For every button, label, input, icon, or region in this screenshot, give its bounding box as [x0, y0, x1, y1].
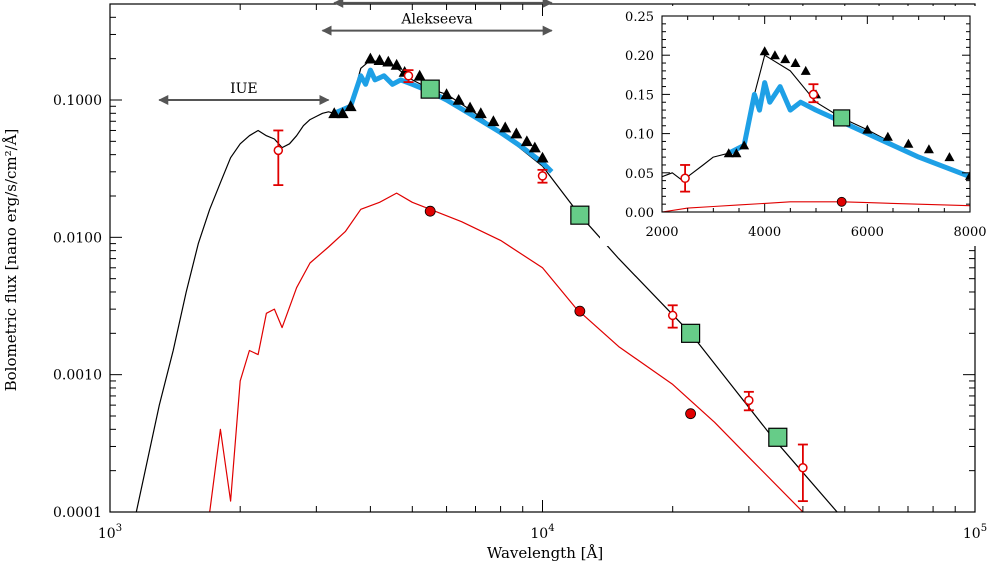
inset-y-tick-label: 0.20: [625, 49, 654, 64]
triangle-point: [440, 88, 453, 100]
x-tick-label: 103: [98, 523, 122, 542]
red-open-point: [744, 395, 754, 406]
red-open-point: [680, 173, 690, 184]
triangle-point: [382, 55, 395, 67]
inset-x-tick-label: 6000: [851, 225, 884, 240]
triangle-point: [328, 107, 341, 119]
red-filled-point: [836, 196, 847, 207]
range-label: IUE: [230, 81, 258, 97]
triangle-point: [800, 65, 811, 75]
series-line: [209, 192, 804, 512]
triangle-point: [499, 121, 512, 133]
red-filled-point: [574, 305, 586, 317]
inset-y-tick-label: 0.05: [625, 167, 654, 182]
green-square-point: [680, 323, 701, 343]
triangle-point: [882, 131, 893, 141]
triangle-point: [536, 151, 549, 163]
main-data-layer: [135, 52, 838, 512]
triangle-point: [731, 148, 742, 158]
y-tick-label: 0.0100: [53, 230, 102, 246]
y-tick-label: 0.1000: [53, 93, 102, 109]
inset-plot: 2000 4000 6000 8000 0.00 0.05 0.10 0.15 0.20 0.25: [600, 6, 987, 246]
triangle-point: [373, 54, 386, 65]
triangle-point: [944, 152, 955, 162]
inset-series-line: [727, 80, 970, 180]
triangle-point: [723, 148, 734, 158]
red-open-point: [273, 145, 284, 156]
x-axis-label: Wavelength [Å]: [487, 544, 603, 562]
red-filled-point: [424, 205, 436, 217]
main-plot: 1031041050.00010.00100.01000.1000IUEBreg…: [53, 0, 987, 542]
x-tick-label: 105: [963, 523, 987, 542]
triangle-point: [520, 135, 533, 147]
inset-y-tick-label: 0.15: [625, 88, 654, 103]
green-square-point: [833, 109, 851, 127]
triangle-point: [790, 58, 801, 68]
red-open-point: [537, 171, 548, 181]
x-tick-label: 104: [530, 523, 554, 542]
triangle-point: [487, 115, 500, 127]
triangle-point: [769, 50, 780, 60]
triangle-point: [528, 141, 541, 153]
inset-x-tick-label: 8000: [953, 225, 986, 240]
series-line: [135, 111, 335, 512]
green-square-point: [420, 79, 440, 99]
green-square-point: [570, 205, 590, 225]
inset-y-tick-label: 0.25: [625, 10, 654, 25]
red-open-point: [798, 462, 808, 473]
inset-y-tick-label: 0.00: [625, 206, 654, 221]
triangle-point: [413, 69, 426, 81]
triangle-point: [336, 107, 349, 119]
triangle-point: [390, 58, 403, 70]
inset-x-tick-label: 4000: [748, 225, 781, 240]
y-axis-label: Bolometric flux [nano erg/s/cm²/Å]: [2, 129, 20, 392]
triangle-point: [364, 52, 377, 64]
red-open-point: [403, 71, 414, 81]
triangle-point: [739, 140, 750, 150]
triangle-point: [903, 138, 914, 148]
triangle-point: [510, 127, 523, 139]
triangle-point: [452, 93, 465, 105]
green-square-point: [768, 427, 788, 447]
triangle-point: [344, 100, 357, 112]
red-open-point: [808, 89, 819, 100]
red-filled-point: [685, 408, 696, 420]
y-tick-label: 0.0001: [53, 505, 102, 521]
range-label: Alekseeva: [400, 12, 472, 28]
red-open-point: [667, 310, 678, 321]
inset-x-tick-label: 2000: [645, 225, 678, 240]
triangle-point: [923, 144, 934, 154]
triangle-point: [759, 46, 770, 56]
triangle-point: [862, 124, 873, 134]
inset-series-line: [662, 201, 970, 212]
series-line: [333, 67, 554, 174]
triangle-point: [780, 54, 791, 64]
inset-data-layer: [662, 46, 970, 212]
inset-y-tick-label: 0.10: [625, 128, 654, 143]
triangle-point: [464, 101, 477, 113]
triangle-point: [474, 107, 487, 119]
y-tick-label: 0.0010: [53, 368, 102, 384]
inset-background: [600, 6, 986, 246]
